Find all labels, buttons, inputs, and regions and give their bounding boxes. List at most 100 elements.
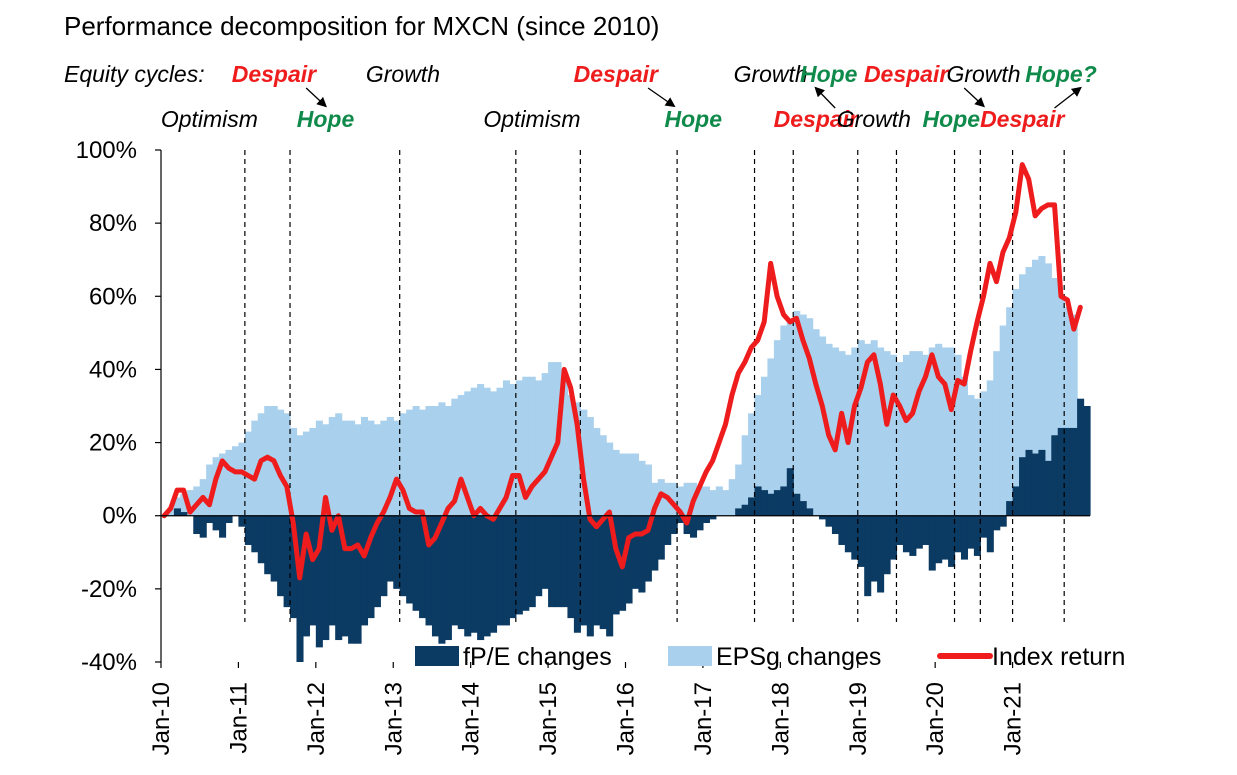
eps-bar	[780, 325, 788, 516]
cycle-label: Despair	[232, 61, 317, 87]
cycle-label: Growth	[946, 61, 1020, 87]
pe-bar	[741, 504, 749, 516]
pe-bar	[657, 515, 665, 560]
pe-bar	[580, 515, 588, 626]
pe-bar	[864, 515, 872, 597]
eps-bar	[264, 406, 272, 516]
eps-bar	[980, 391, 988, 516]
pe-bar	[225, 515, 233, 524]
pe-bar	[173, 508, 181, 516]
eps-bar	[954, 354, 962, 516]
equity-cycle-labels: Equity cycles: Despair Growth Despair Growth…	[64, 61, 1097, 132]
eps-bar	[819, 336, 827, 516]
eps-bar	[786, 321, 794, 516]
eps-bar	[812, 329, 820, 516]
pe-bar	[754, 486, 762, 516]
pe-bar	[773, 490, 781, 516]
y-tick-label: 100%	[76, 137, 137, 164]
eps-bar	[948, 347, 956, 516]
eps-bar	[1051, 278, 1059, 516]
cycle-label: Growth	[734, 61, 808, 87]
eps-bars	[167, 256, 1078, 516]
pe-bar	[341, 515, 349, 637]
x-tick-label: Jan-12	[303, 682, 330, 755]
eps-bar	[225, 449, 233, 516]
eps-bar	[760, 376, 769, 516]
pe-bar	[696, 515, 704, 531]
eps-bar	[1006, 307, 1014, 516]
eps-bar	[335, 413, 343, 516]
cycle-label: Despair	[574, 61, 659, 87]
pe-bar	[212, 515, 220, 531]
eps-bar	[328, 416, 336, 516]
pe-bar	[709, 515, 717, 520]
eps-bar	[180, 493, 188, 516]
pe-bar	[780, 486, 788, 516]
eps-bar	[341, 420, 349, 516]
cycle-label: Growth	[837, 106, 911, 132]
cycle-label: Despair	[864, 61, 949, 87]
y-tick-label: 60%	[89, 283, 137, 310]
pe-bar	[960, 515, 969, 560]
eps-bar	[425, 406, 433, 516]
eps-bar	[354, 424, 362, 516]
eps-bar	[367, 420, 375, 516]
eps-bar	[173, 497, 181, 516]
pe-bar	[1070, 427, 1078, 516]
eps-bar	[496, 387, 504, 516]
eps-bar	[599, 435, 607, 516]
pe-bar	[554, 515, 562, 608]
eps-bar	[928, 347, 936, 516]
eps-bar	[186, 490, 194, 516]
eps-bar	[1057, 296, 1065, 516]
pe-bar	[973, 515, 981, 556]
pe-bar	[328, 515, 336, 626]
eps-bar	[851, 347, 859, 516]
eps-bar	[857, 340, 865, 516]
pe-bar	[1083, 406, 1091, 516]
eps-bar	[793, 310, 801, 516]
eps-bar	[360, 416, 369, 516]
pe-bar	[631, 515, 639, 589]
cycle-label: Growth	[366, 61, 440, 87]
pe-bar	[386, 515, 394, 582]
pe-bar	[625, 515, 633, 604]
pe-bar	[819, 515, 827, 520]
eps-bar	[1012, 288, 1020, 516]
pe-bar	[496, 515, 504, 626]
pe-bar	[522, 515, 530, 611]
y-tick-label: -40%	[81, 649, 137, 676]
eps-bar	[941, 347, 949, 516]
eps-bar	[915, 351, 923, 516]
y-tick-label: 40%	[89, 356, 137, 383]
eps-bar	[290, 427, 298, 516]
pe-bar	[238, 515, 246, 527]
cycle-label: Despair	[980, 106, 1065, 132]
pe-bar	[199, 515, 207, 538]
pe-bar	[844, 515, 852, 553]
pe-bar	[651, 515, 659, 571]
pe-bar	[470, 515, 478, 633]
pe-bar	[1006, 501, 1014, 516]
pe-bar	[257, 515, 265, 564]
pe-bar	[677, 515, 685, 524]
eps-bar	[348, 420, 356, 516]
y-tick-label: 20%	[89, 430, 137, 457]
cycle-arrow	[647, 87, 676, 108]
pe-bar	[644, 515, 652, 582]
pe-bar	[244, 515, 252, 545]
pe-bar	[354, 515, 362, 644]
eps-bar	[438, 402, 446, 516]
x-tick-label: Jan-14	[458, 682, 485, 755]
pe-bar	[638, 515, 646, 593]
pe-bar	[593, 515, 601, 626]
eps-bar	[896, 362, 904, 516]
pe-bar	[1025, 449, 1033, 516]
eps-bar	[1025, 267, 1033, 516]
x-tick-label: Jan-18	[767, 682, 794, 755]
pe-bar	[786, 468, 794, 516]
eps-bar	[309, 427, 317, 516]
eps-bar	[470, 387, 478, 516]
pe-bar	[193, 515, 201, 534]
